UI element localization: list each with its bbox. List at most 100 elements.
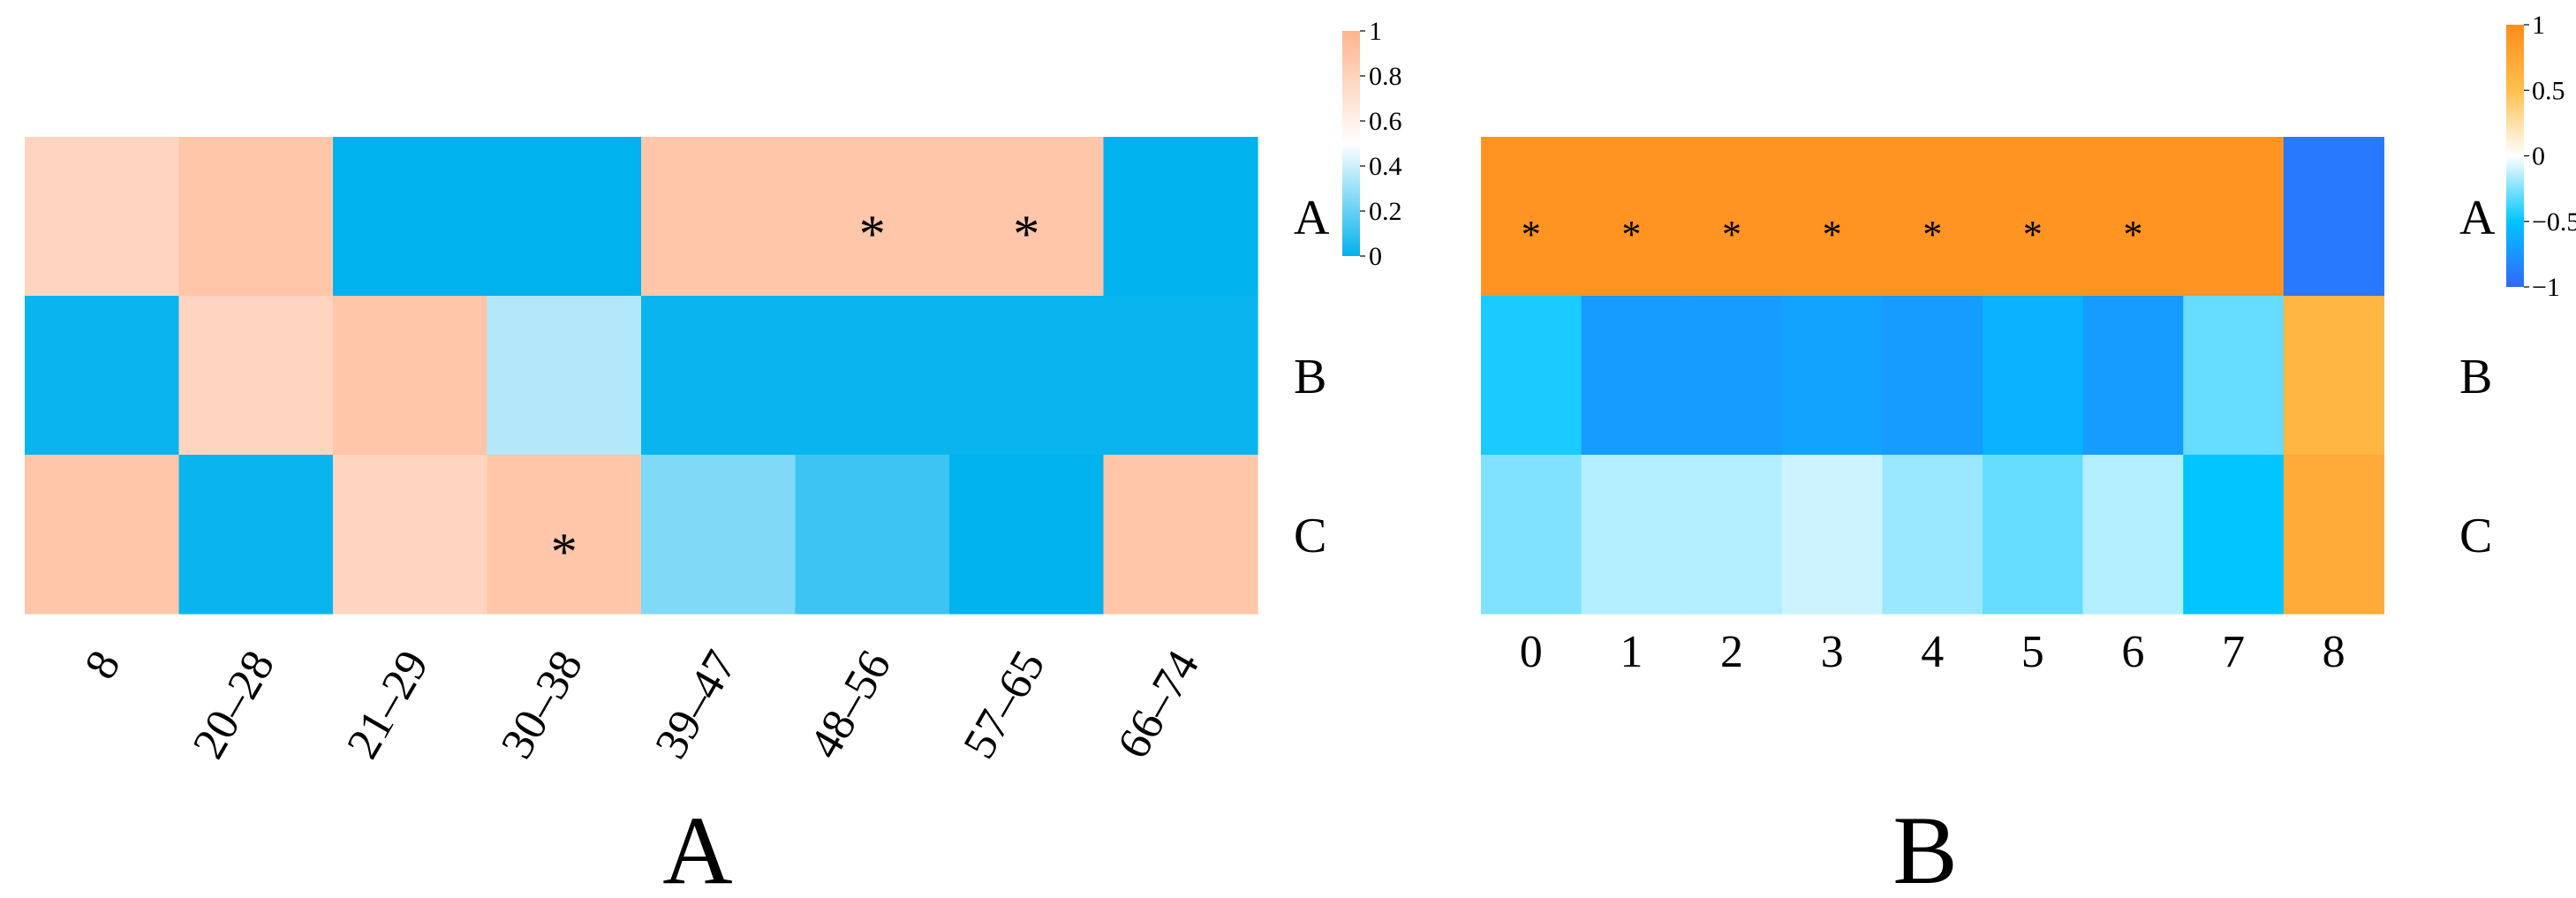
heatmap-a-row-label: A <box>1294 191 1330 245</box>
heatmap-b-cell-r1-c1 <box>1581 296 1682 456</box>
heatmap-a-cell-r0-c7 <box>1103 137 1258 297</box>
heatmap-a-significance-marker: * <box>551 523 578 581</box>
heatmap-b-cell-r0-c0 <box>1481 137 1583 297</box>
heatmap-b-significance-marker: * <box>1522 213 1541 256</box>
heatmap-b-cell-r2-c1 <box>1581 455 1682 615</box>
heatmap-b-cell-r0-c4 <box>1882 137 1983 297</box>
colorbar-b-tick-label: 0.5 <box>2532 76 2565 105</box>
heatmap-a-column-label: 20–28 <box>184 643 284 767</box>
colorbar-a-tick-label: 0.2 <box>1369 197 1402 226</box>
heatmap-b-cell-r0-c6 <box>2082 137 2184 297</box>
heatmap-a-cell-r0-c0 <box>25 137 180 297</box>
heatmap-a-cell-r1-c3 <box>487 296 642 456</box>
heatmap-b-cell-r2-c6 <box>2082 455 2184 615</box>
heatmap-b-cell-r2-c4 <box>1882 455 1983 615</box>
heatmap-b-significance-marker: * <box>1621 213 1641 256</box>
heatmap-b-significance-marker: * <box>1823 213 1842 256</box>
heatmap-a-cell-r2-c7 <box>1103 455 1258 615</box>
heatmap-b-cell-r0-c8 <box>2283 137 2384 297</box>
heatmap-a-cell-r2-c3 <box>487 455 642 615</box>
heatmap-a-cell-r2-c4 <box>641 455 797 615</box>
heatmap-b-row-label: B <box>2459 350 2492 404</box>
colorbar-a-tick-label: 0.8 <box>1369 62 1402 91</box>
colorbar-b <box>2506 25 2524 287</box>
colorbar-a-tick-label: 0 <box>1369 242 1382 271</box>
colorbar-a-tick-label: 0.4 <box>1369 152 1402 181</box>
heatmap-a-cell-r2-c1 <box>178 455 334 615</box>
heatmap-b-cell-r1-c3 <box>1781 296 1883 456</box>
heatmap-b-cell-r1-c5 <box>1983 296 2084 456</box>
heatmap-b-cell-r0-c2 <box>1681 137 1783 297</box>
heatmap-b-cell-r1-c2 <box>1681 296 1783 456</box>
heatmap-a-cell-r0-c5 <box>795 137 950 297</box>
heatmap-a-cell-r1-c7 <box>1103 296 1258 456</box>
heatmap-a-cell-r0-c6 <box>949 137 1105 297</box>
heatmap-a-significance-marker: * <box>859 205 886 263</box>
heatmap-panel-a: * * * A B C 8 20–28 21–29 30–38 39–47 48–56 57–65 66–… <box>25 17 1402 898</box>
colorbar-a <box>1342 31 1360 256</box>
heatmap-b-column-label: 3 <box>1821 627 1844 677</box>
heatmap-b-significance-marker: * <box>1923 213 1942 256</box>
heatmap-b-column-label: 5 <box>2021 627 2044 677</box>
heatmap-b-cell-r1-c6 <box>2082 296 2184 456</box>
colorbar-b-tick-label: 0 <box>2532 142 2545 171</box>
heatmap-b-row-label: A <box>2459 191 2496 245</box>
heatmap-a-significance-marker: * <box>1013 205 1039 263</box>
heatmap-b-significance-marker: * <box>2023 213 2043 256</box>
heatmap-b-cell-r1-c0 <box>1481 296 1583 456</box>
heatmap-a-cell-r0-c3 <box>487 137 642 297</box>
heatmap-a-cell-r1-c1 <box>178 296 334 456</box>
heatmap-b-column-label: 0 <box>1520 627 1543 677</box>
heatmap-a-column-label: 57–65 <box>954 643 1054 767</box>
heatmap-a-cell-r0-c1 <box>178 137 334 297</box>
heatmap-b-column-label: 4 <box>1921 627 1944 677</box>
heatmap-a-cell-r0-c4 <box>641 137 797 297</box>
heatmap-a-cell-r1-c4 <box>641 296 797 456</box>
heatmap-b-column-label: 8 <box>2323 627 2346 677</box>
heatmap-b-cell-r1-c7 <box>2183 296 2285 456</box>
heatmap-a-cell-r1-c2 <box>333 296 488 456</box>
heatmap-a-column-label: 8 <box>75 643 130 688</box>
colorbar-b-tick-label: −0.5 <box>2532 208 2576 237</box>
heatmap-a-cell-r2-c2 <box>333 455 488 615</box>
heatmap-b-cell-r2-c7 <box>2183 455 2285 615</box>
heatmap-b-cell-r0-c1 <box>1581 137 1682 297</box>
heatmap-b-column-label: 2 <box>1720 627 1743 677</box>
heatmap-b-cell-r2-c2 <box>1681 455 1783 615</box>
heatmap-b-row-label: C <box>2459 509 2492 563</box>
heatmap-b-cell-r1-c8 <box>2283 296 2384 456</box>
heatmap-b-cell-r0-c5 <box>1983 137 2084 297</box>
heatmap-panel-b: * * * * * * * A B C 0 1 2 3 4 5 6 7 8 −1 −0.5 0 0.5 1 B <box>1481 11 2576 898</box>
heatmap-a-cell-r2-c6 <box>949 455 1105 615</box>
heatmap-b-cell-r2-c3 <box>1781 455 1883 615</box>
heatmap-b-column-label: 1 <box>1620 627 1643 677</box>
heatmap-a-row-label: B <box>1294 350 1326 404</box>
heatmap-a-cell-r0-c2 <box>333 137 488 297</box>
heatmap-b-cell-r2-c8 <box>2283 455 2384 615</box>
heatmap-b-cell-r0-c7 <box>2183 137 2285 297</box>
colorbar-b-tick-label: −1 <box>2532 273 2560 302</box>
heatmap-a-column-label: 48–56 <box>800 643 901 767</box>
heatmap-a-column-label: 66–74 <box>1108 643 1209 767</box>
heatmap-b-significance-marker: * <box>1722 213 1741 256</box>
heatmap-a-row-label: C <box>1294 509 1326 563</box>
heatmap-a-cell-r1-c6 <box>949 296 1105 456</box>
colorbar-a-tick-label: 1 <box>1369 17 1382 46</box>
heatmap-a-cell-r1-c5 <box>795 296 950 456</box>
heatmap-b-significance-marker: * <box>2123 213 2142 256</box>
heatmap-a-cell-r2-c5 <box>795 455 950 615</box>
heatmap-b-cell-r0-c3 <box>1781 137 1883 297</box>
panel-label-a: A <box>662 796 732 898</box>
heatmap-b-cell-r2-c5 <box>1983 455 2084 615</box>
heatmap-b-column-label: 7 <box>2222 627 2245 677</box>
heatmap-a-cell-r2-c0 <box>25 455 180 615</box>
heatmap-a-column-label: 21–29 <box>337 643 438 767</box>
heatmap-b-cell-r1-c4 <box>1882 296 1983 456</box>
heatmap-a-column-label: 30–38 <box>492 643 593 767</box>
colorbar-a-tick-label: 0.6 <box>1369 107 1402 136</box>
heatmap-a-cell-r1-c0 <box>25 296 180 456</box>
heatmap-b-column-label: 6 <box>2121 627 2144 677</box>
heatmap-a-column-label: 39–47 <box>646 643 746 767</box>
colorbar-b-tick-label: 1 <box>2532 11 2545 40</box>
